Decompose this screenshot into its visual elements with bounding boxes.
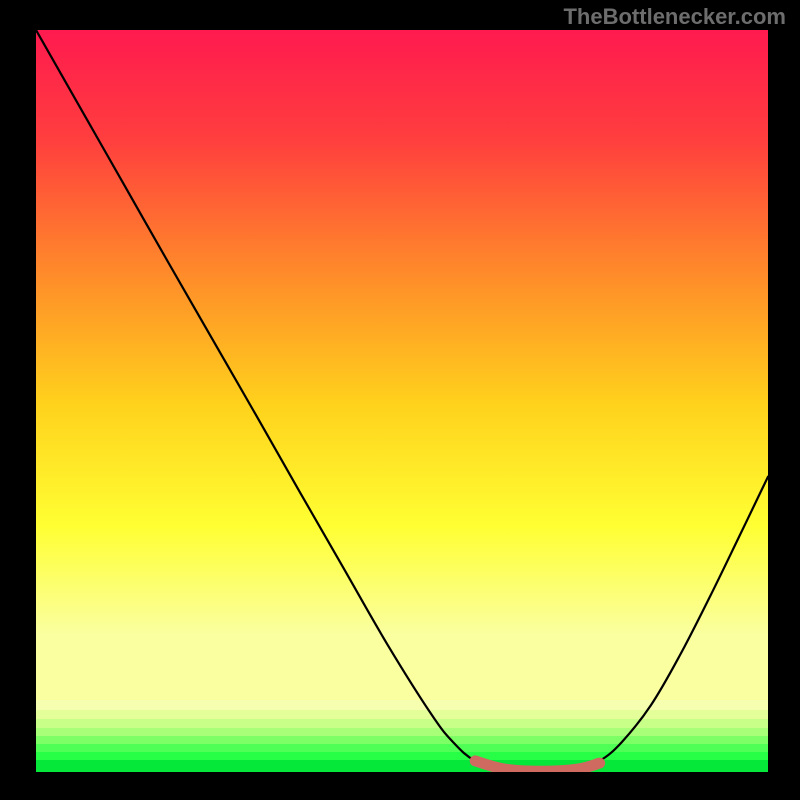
bottleneck-plot-svg [36,30,768,772]
plot-area [36,30,768,772]
gradient-bg [36,30,768,700]
watermark-text: TheBottlenecker.com [563,4,786,30]
chart-stage: TheBottlenecker.com [0,0,800,800]
band-bg [36,700,768,772]
